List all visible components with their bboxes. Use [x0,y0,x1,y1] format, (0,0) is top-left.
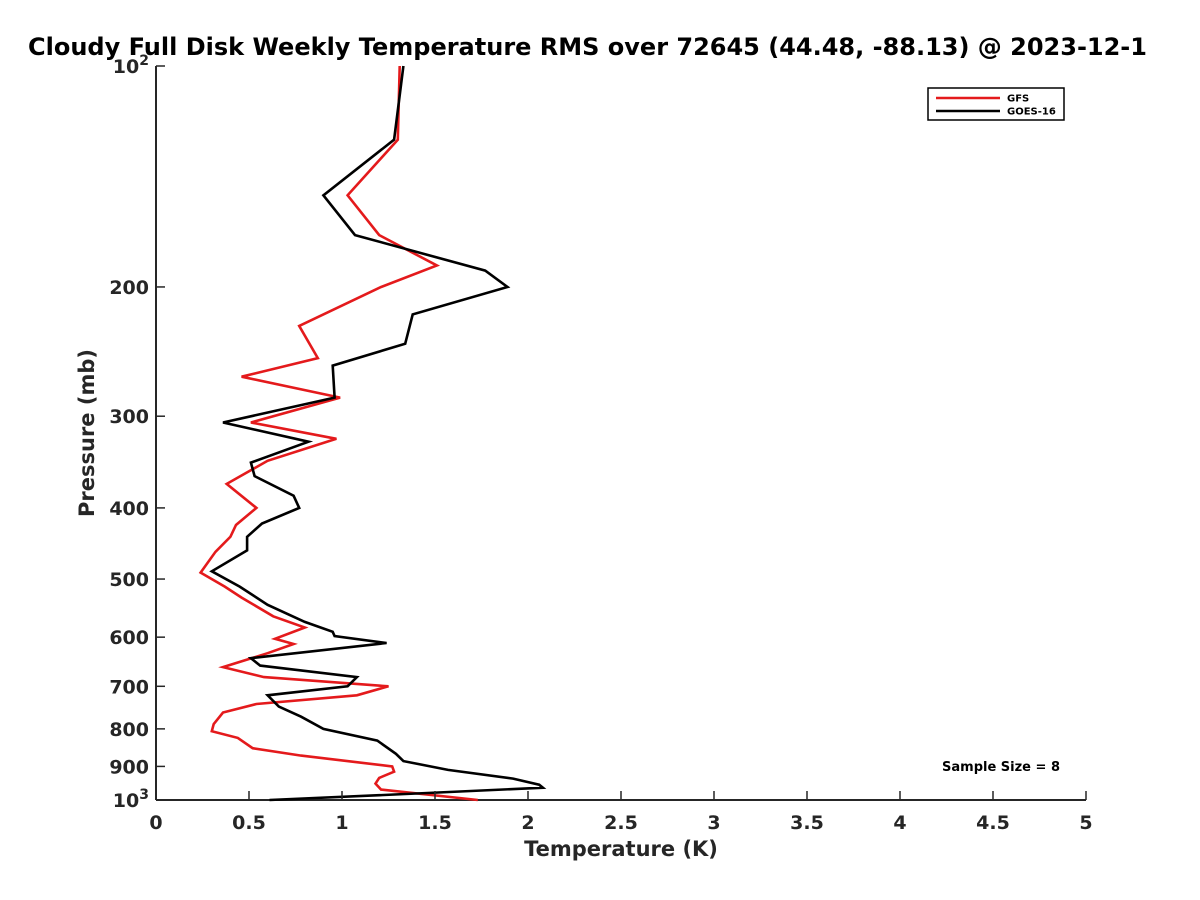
x-tick-label: 5 [1079,812,1092,834]
x-tick-label: 2.5 [604,812,638,834]
x-tick-label: 3 [707,812,720,834]
y-tick-label: 800 [109,719,149,741]
x-tick-label: 4 [893,812,906,834]
plot-area [155,65,1086,802]
y-tick-label: 600 [109,627,149,649]
y-tick-label: 200 [109,277,149,299]
x-tick-label: 0 [149,812,162,834]
chart-title: Cloudy Full Disk Weekly Temperature RMS … [28,33,1147,61]
y-tick-label: 500 [109,569,149,591]
y-tick-label: 700 [109,676,149,698]
x-tick-label: 3.5 [790,812,824,834]
x-tick-label: 0.5 [232,812,266,834]
y-tick-label: 102 [113,53,149,78]
y-tick-label: 900 [109,756,149,778]
x-tick-label: 4.5 [976,812,1010,834]
legend-label: GOES-16 [1007,107,1056,118]
series-layer [198,65,547,802]
series-line-goes-16 [209,65,547,802]
y-tick-label: 300 [109,406,149,428]
y-axis-label: Pressure (mb) [75,349,99,517]
y-tick-label: 103 [113,787,149,812]
y-tick-label: 400 [109,498,149,520]
x-axis-label: Temperature (K) [524,837,718,861]
x-tick-label: 1 [335,812,348,834]
x-tick-label: 1.5 [418,812,452,834]
series-line-gfs [198,65,478,802]
sample-size-annotation: Sample Size = 8 [942,760,1060,775]
x-tick-label: 2 [521,812,534,834]
legend-box [927,87,1065,121]
legend-label: GFS [1007,94,1029,105]
legend: GFS GOES-16 [927,87,1065,121]
x-ticks: 0 0.5 1 1.5 2 2.5 3 3.5 4 4.5 5 [149,791,1093,834]
y-ticks: 102 200 300 400 500 600 700 800 900 103 [109,53,165,812]
